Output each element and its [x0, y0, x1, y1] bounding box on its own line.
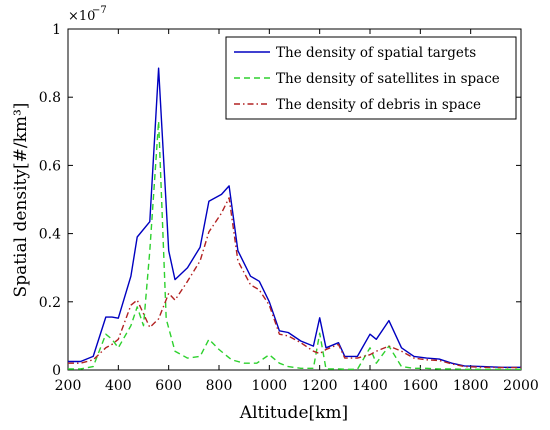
x-tick-label: 2000	[503, 378, 539, 394]
legend: The density of spatial targets The densit…	[225, 36, 517, 120]
y-tick-label: 0.4	[39, 227, 61, 243]
x-tick-label: 400	[105, 378, 132, 394]
y-tick-label: 0	[52, 363, 61, 379]
series-line-1	[68, 67, 521, 368]
y-axis-title: Spatial density[#/km³]	[11, 103, 31, 298]
x-tick-label: 1600	[403, 378, 439, 394]
y-exponent: −7	[92, 5, 107, 16]
series-line-2	[68, 120, 521, 370]
x-tick-label: 1800	[453, 378, 489, 394]
x-tick-label: 800	[206, 378, 233, 394]
series-line-3	[68, 197, 521, 369]
axes-box	[67, 28, 522, 371]
y-tick-label: 0.6	[39, 158, 61, 174]
y-tick-label: 0.8	[39, 90, 61, 106]
legend-label: The density of satellites in space	[276, 71, 500, 87]
x-tick-label: 600	[155, 378, 182, 394]
y-tick-label: 1	[52, 22, 61, 38]
y-exponent-base: ×10	[68, 9, 95, 24]
x-tick-label: 1000	[252, 378, 288, 394]
x-tick-label: 1200	[302, 378, 338, 394]
plot-area: 200 400 600 800 1000 1200 1400 1600 1800 2000 0 0.2…	[39, 22, 539, 394]
legend-box	[225, 36, 517, 120]
x-tick-label: 1400	[352, 378, 388, 394]
legend-label: The density of spatial targets	[276, 45, 476, 61]
legend-label: The density of debris in space	[276, 97, 481, 113]
y-tick-label: 0.2	[39, 295, 61, 311]
x-tick-label: 200	[55, 378, 82, 394]
x-axis-title: Altitude[km]	[239, 403, 348, 423]
